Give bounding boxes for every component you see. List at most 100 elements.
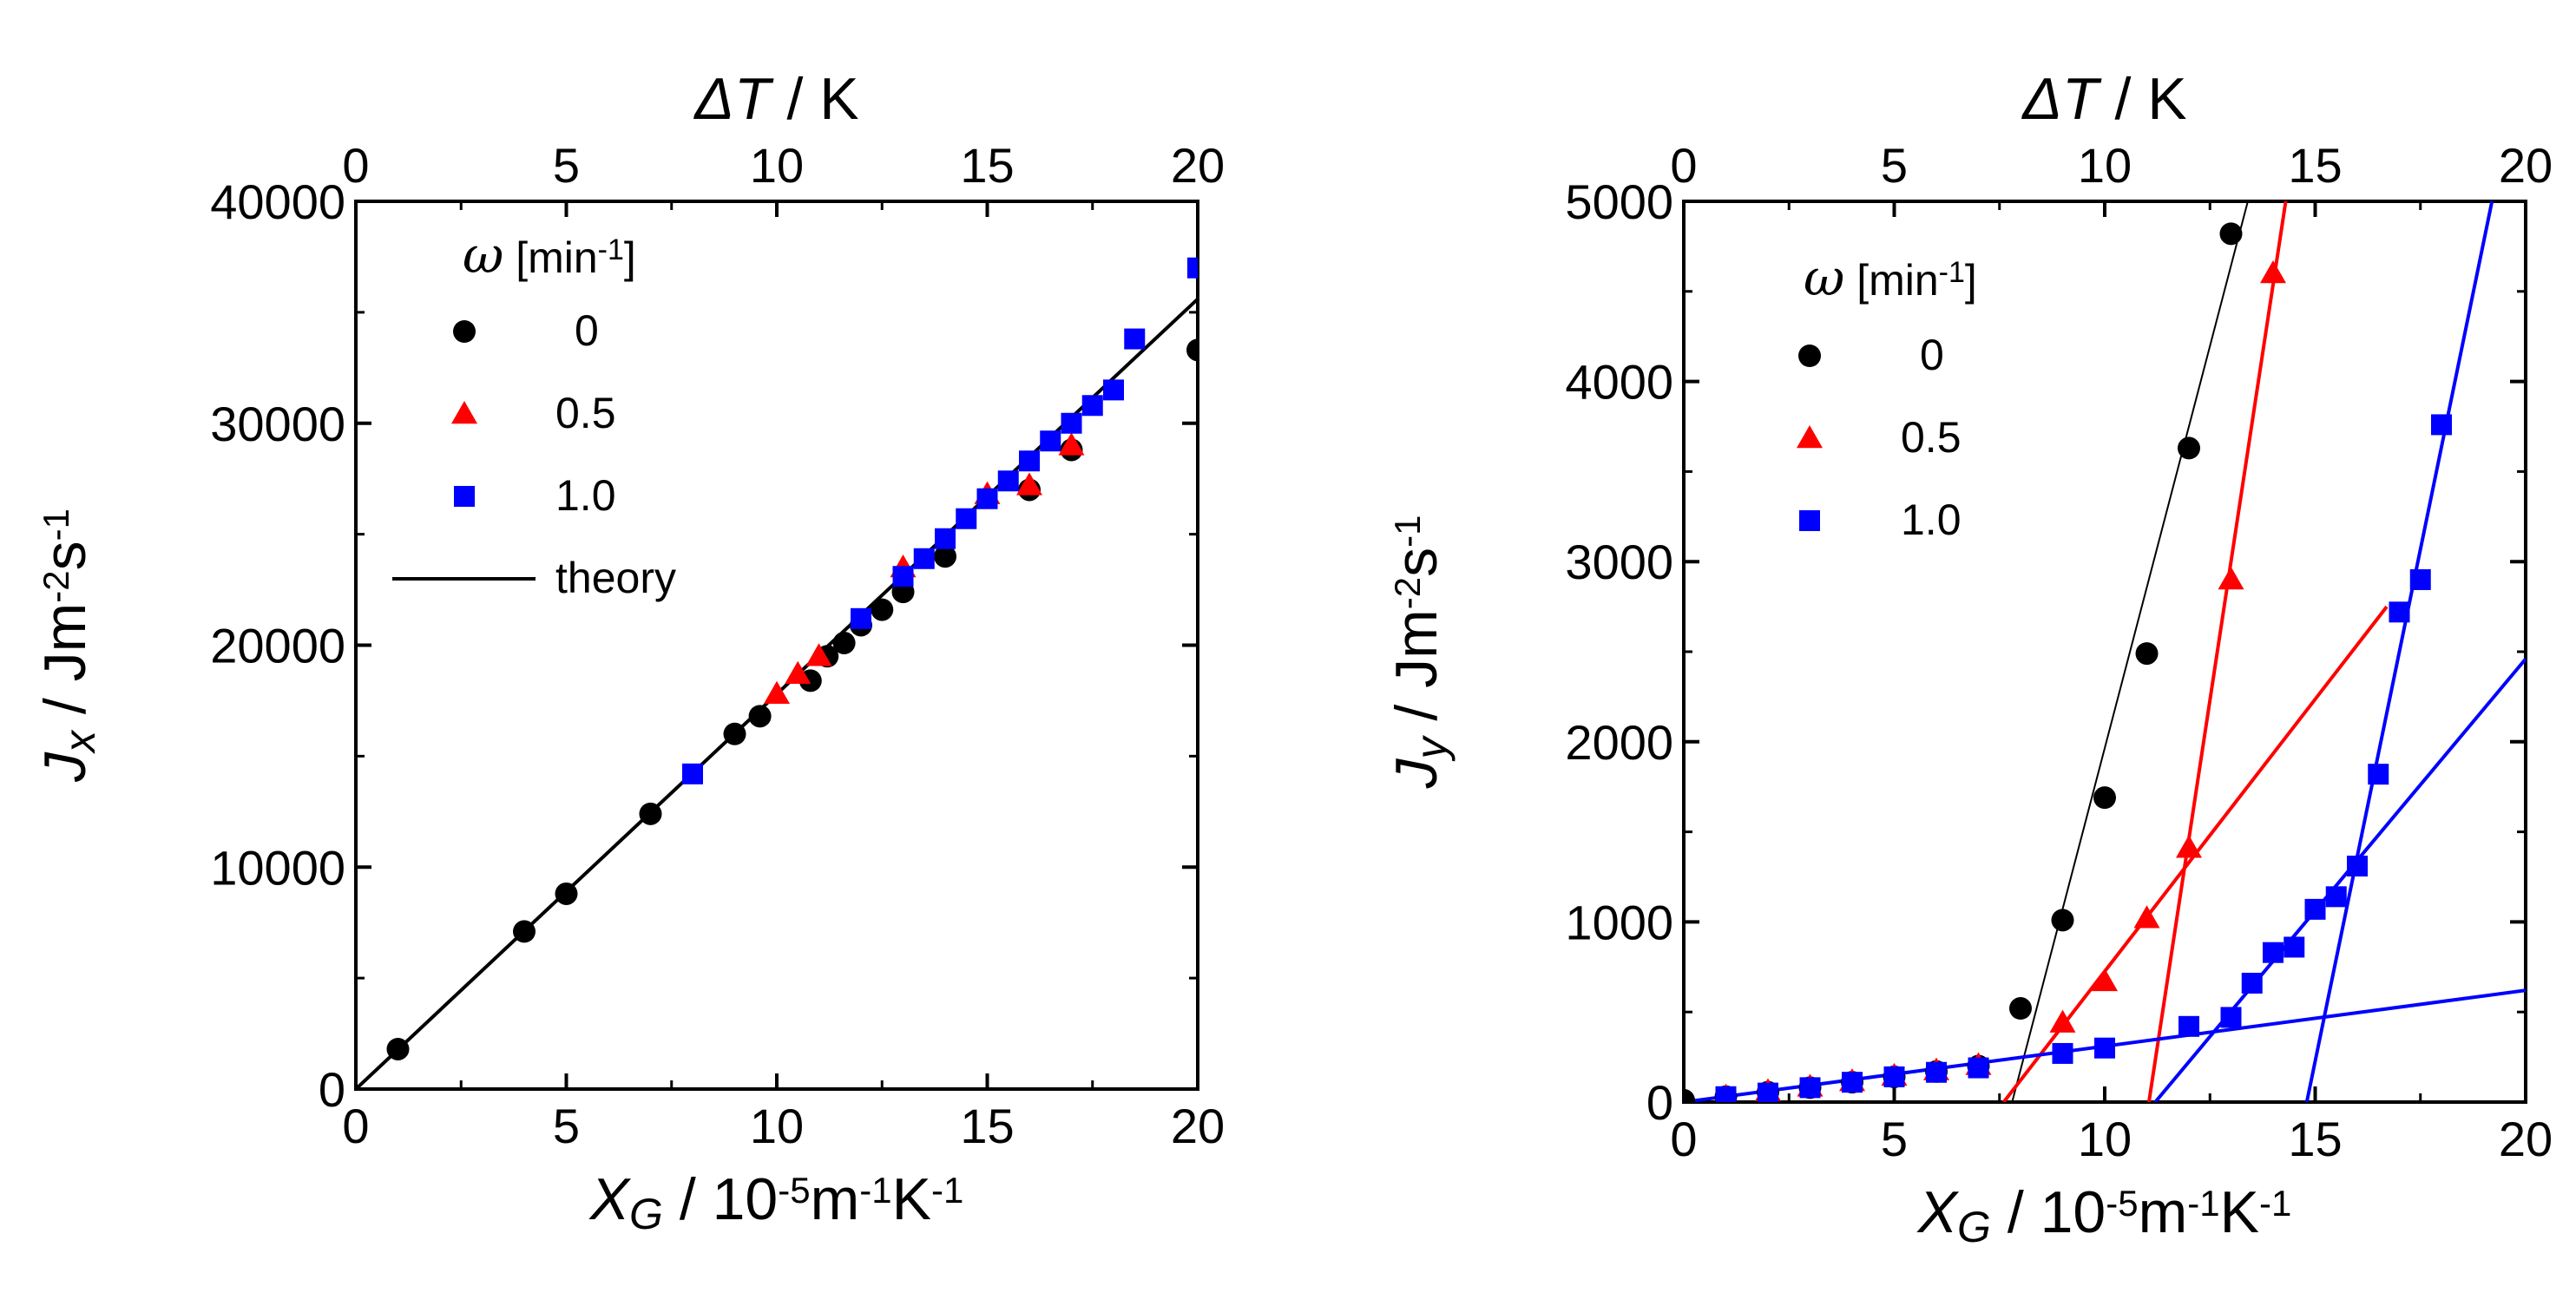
left-data-point-circle (871, 598, 894, 621)
right-data-point-square (2094, 1037, 2115, 1059)
left-x-axis-title-unit-1: m (811, 1166, 860, 1232)
right-data-point-square (2409, 568, 2431, 590)
right-data-point-square (2304, 898, 2326, 920)
left-x-tick-label: 10 (750, 1099, 804, 1153)
left-y-axis-title-subscript: x (56, 729, 104, 754)
left-y-tick-label: 0 (319, 1062, 345, 1117)
right-data-point-square (1842, 1072, 1863, 1093)
left-top-axis-title: ΔT / K (693, 66, 858, 132)
left-x-top-tick-label: 20 (1171, 138, 1225, 193)
left-series-1-0 (682, 257, 1198, 784)
right-data-point-square (1968, 1057, 1989, 1079)
left-x-tick-label: 0 (342, 1099, 369, 1153)
left-y-axis-title-superscript-1: -2 (36, 570, 76, 602)
right-x-axis-title-text: / 10 (1991, 1179, 2106, 1245)
left-legend-label: 0 (575, 306, 599, 355)
right-data-point-triangle (2049, 1009, 2076, 1033)
left-legend-title-text: [min (503, 233, 597, 282)
left-data-point-circle (1186, 338, 1198, 362)
left-x-tick-label: 5 (553, 1099, 580, 1153)
left-data-point-square (1019, 450, 1040, 472)
left-data-point-square (1040, 430, 1061, 452)
right-chart: 0055101015152020010002000300040005000XG … (1383, 66, 2553, 1251)
left-y-axis-title: Jx / Jm-2s-1 (32, 509, 104, 783)
left-data-point-square (956, 508, 977, 529)
left-data-point-square (851, 607, 871, 629)
left-data-point-circle (555, 882, 578, 905)
right-data-point-circle (1684, 1088, 1695, 1102)
right-fit-line-6 (2304, 201, 2494, 1102)
left-top-axis-text: / K (771, 66, 859, 132)
right-legend-marker-triangle (1797, 425, 1823, 449)
right-fit-line-1 (2011, 201, 2249, 1102)
right-x-top-tick-label: 20 (2499, 138, 2553, 193)
right-y-axis-title: Jy / Jm-2s-1 (1383, 515, 1456, 789)
left-data-point-square (913, 548, 935, 569)
left-y-axis-title-symbol: J (32, 751, 98, 783)
left-data-point-circle (832, 631, 856, 654)
right-x-top-tick-label: 10 (2078, 138, 2132, 193)
right-top-axis-symbol: ΔT (2021, 66, 2102, 132)
right-data-point-square (2347, 856, 2368, 877)
left-x-axis-title-symbol: X (588, 1166, 632, 1232)
left-legend-label: 1.0 (555, 471, 616, 520)
right-series-1-0 (1715, 414, 2452, 1102)
right-data-point-square (2052, 1042, 2073, 1064)
right-x-axis-title-superscript-3: -1 (2259, 1183, 2291, 1224)
right-data-point-square (2368, 764, 2389, 785)
left-x-top-tick-label: 15 (960, 138, 1014, 193)
right-x-axis-title-superscript-1: -5 (2106, 1183, 2138, 1224)
left-data-point-circle (386, 1037, 410, 1060)
right-x-tick-label: 20 (2499, 1112, 2553, 1166)
left-data-point-triangle (764, 680, 790, 705)
right-legend-title-superscript: -1 (1939, 256, 1965, 289)
left-data-point-circle (723, 722, 746, 745)
left-legend-label: 0.5 (555, 389, 616, 437)
right-legend-omega: ω (1804, 248, 1844, 307)
right-data-point-square (2431, 414, 2452, 436)
left-y-tick-label: 20000 (210, 619, 345, 673)
left-x-axis-title-text: / 10 (663, 1166, 778, 1232)
left-y-tick-label: 40000 (210, 174, 345, 229)
right-series-0-5 (1715, 260, 2286, 1102)
left-plot-frame (354, 200, 1199, 1091)
right-data-point-circle (2051, 909, 2074, 932)
left-x-axis-title: XG / 10-5m-1K-1 (588, 1166, 964, 1238)
right-x-tick-label: 10 (2078, 1112, 2132, 1166)
left-x-axis-title-superscript-3: -1 (931, 1170, 963, 1211)
right-legend-title-text: [min (1844, 256, 1938, 305)
right-legend-label: 1.0 (1901, 495, 1962, 544)
left-legend-marker-square (454, 486, 475, 507)
right-x-top-tick-label: 0 (1670, 138, 1697, 193)
left-series-0 (386, 338, 1198, 1060)
right-y-axis-title-superscript-1: -2 (1387, 577, 1428, 609)
left-data-point-square (1124, 328, 1146, 350)
left-x-axis-title-subscript: G (629, 1190, 663, 1238)
right-y-tick-label: 2000 (1565, 715, 1673, 770)
left-x-top-tick-label: 0 (342, 138, 369, 193)
right-data-point-circle (2178, 436, 2200, 460)
right-data-point-triangle (2133, 905, 2160, 929)
left-x-tick-label: 20 (1171, 1099, 1225, 1153)
right-data-point-square (2241, 972, 2263, 994)
left-data-point-square (1103, 379, 1124, 401)
right-x-tick-label: 5 (1881, 1112, 1908, 1166)
right-y-axis-title-unit-1: s (1383, 548, 1449, 577)
left-legend-marker-circle (453, 320, 476, 343)
left-data-point-triangle (785, 660, 812, 684)
left-data-point-triangle (1058, 432, 1085, 456)
right-data-point-square (2178, 1015, 2199, 1037)
right-data-point-triangle (2092, 968, 2118, 992)
left-x-axis-title-unit-2: K (892, 1166, 931, 1232)
left-x-axis-title-superscript-1: -5 (778, 1170, 810, 1211)
right-fit-line-3 (2146, 201, 2288, 1102)
right-top-axis-title: ΔT / K (2021, 66, 2186, 132)
right-data-point-square (1883, 1066, 1905, 1087)
left-data-point-circle (934, 545, 956, 568)
right-y-axis-title-symbol: J (1383, 758, 1449, 790)
left-legend-label: theory (555, 554, 676, 602)
right-data-point-square (2284, 936, 2305, 958)
left-plot-area (356, 257, 1198, 1089)
left-top-axis-symbol: ΔT (693, 66, 774, 132)
